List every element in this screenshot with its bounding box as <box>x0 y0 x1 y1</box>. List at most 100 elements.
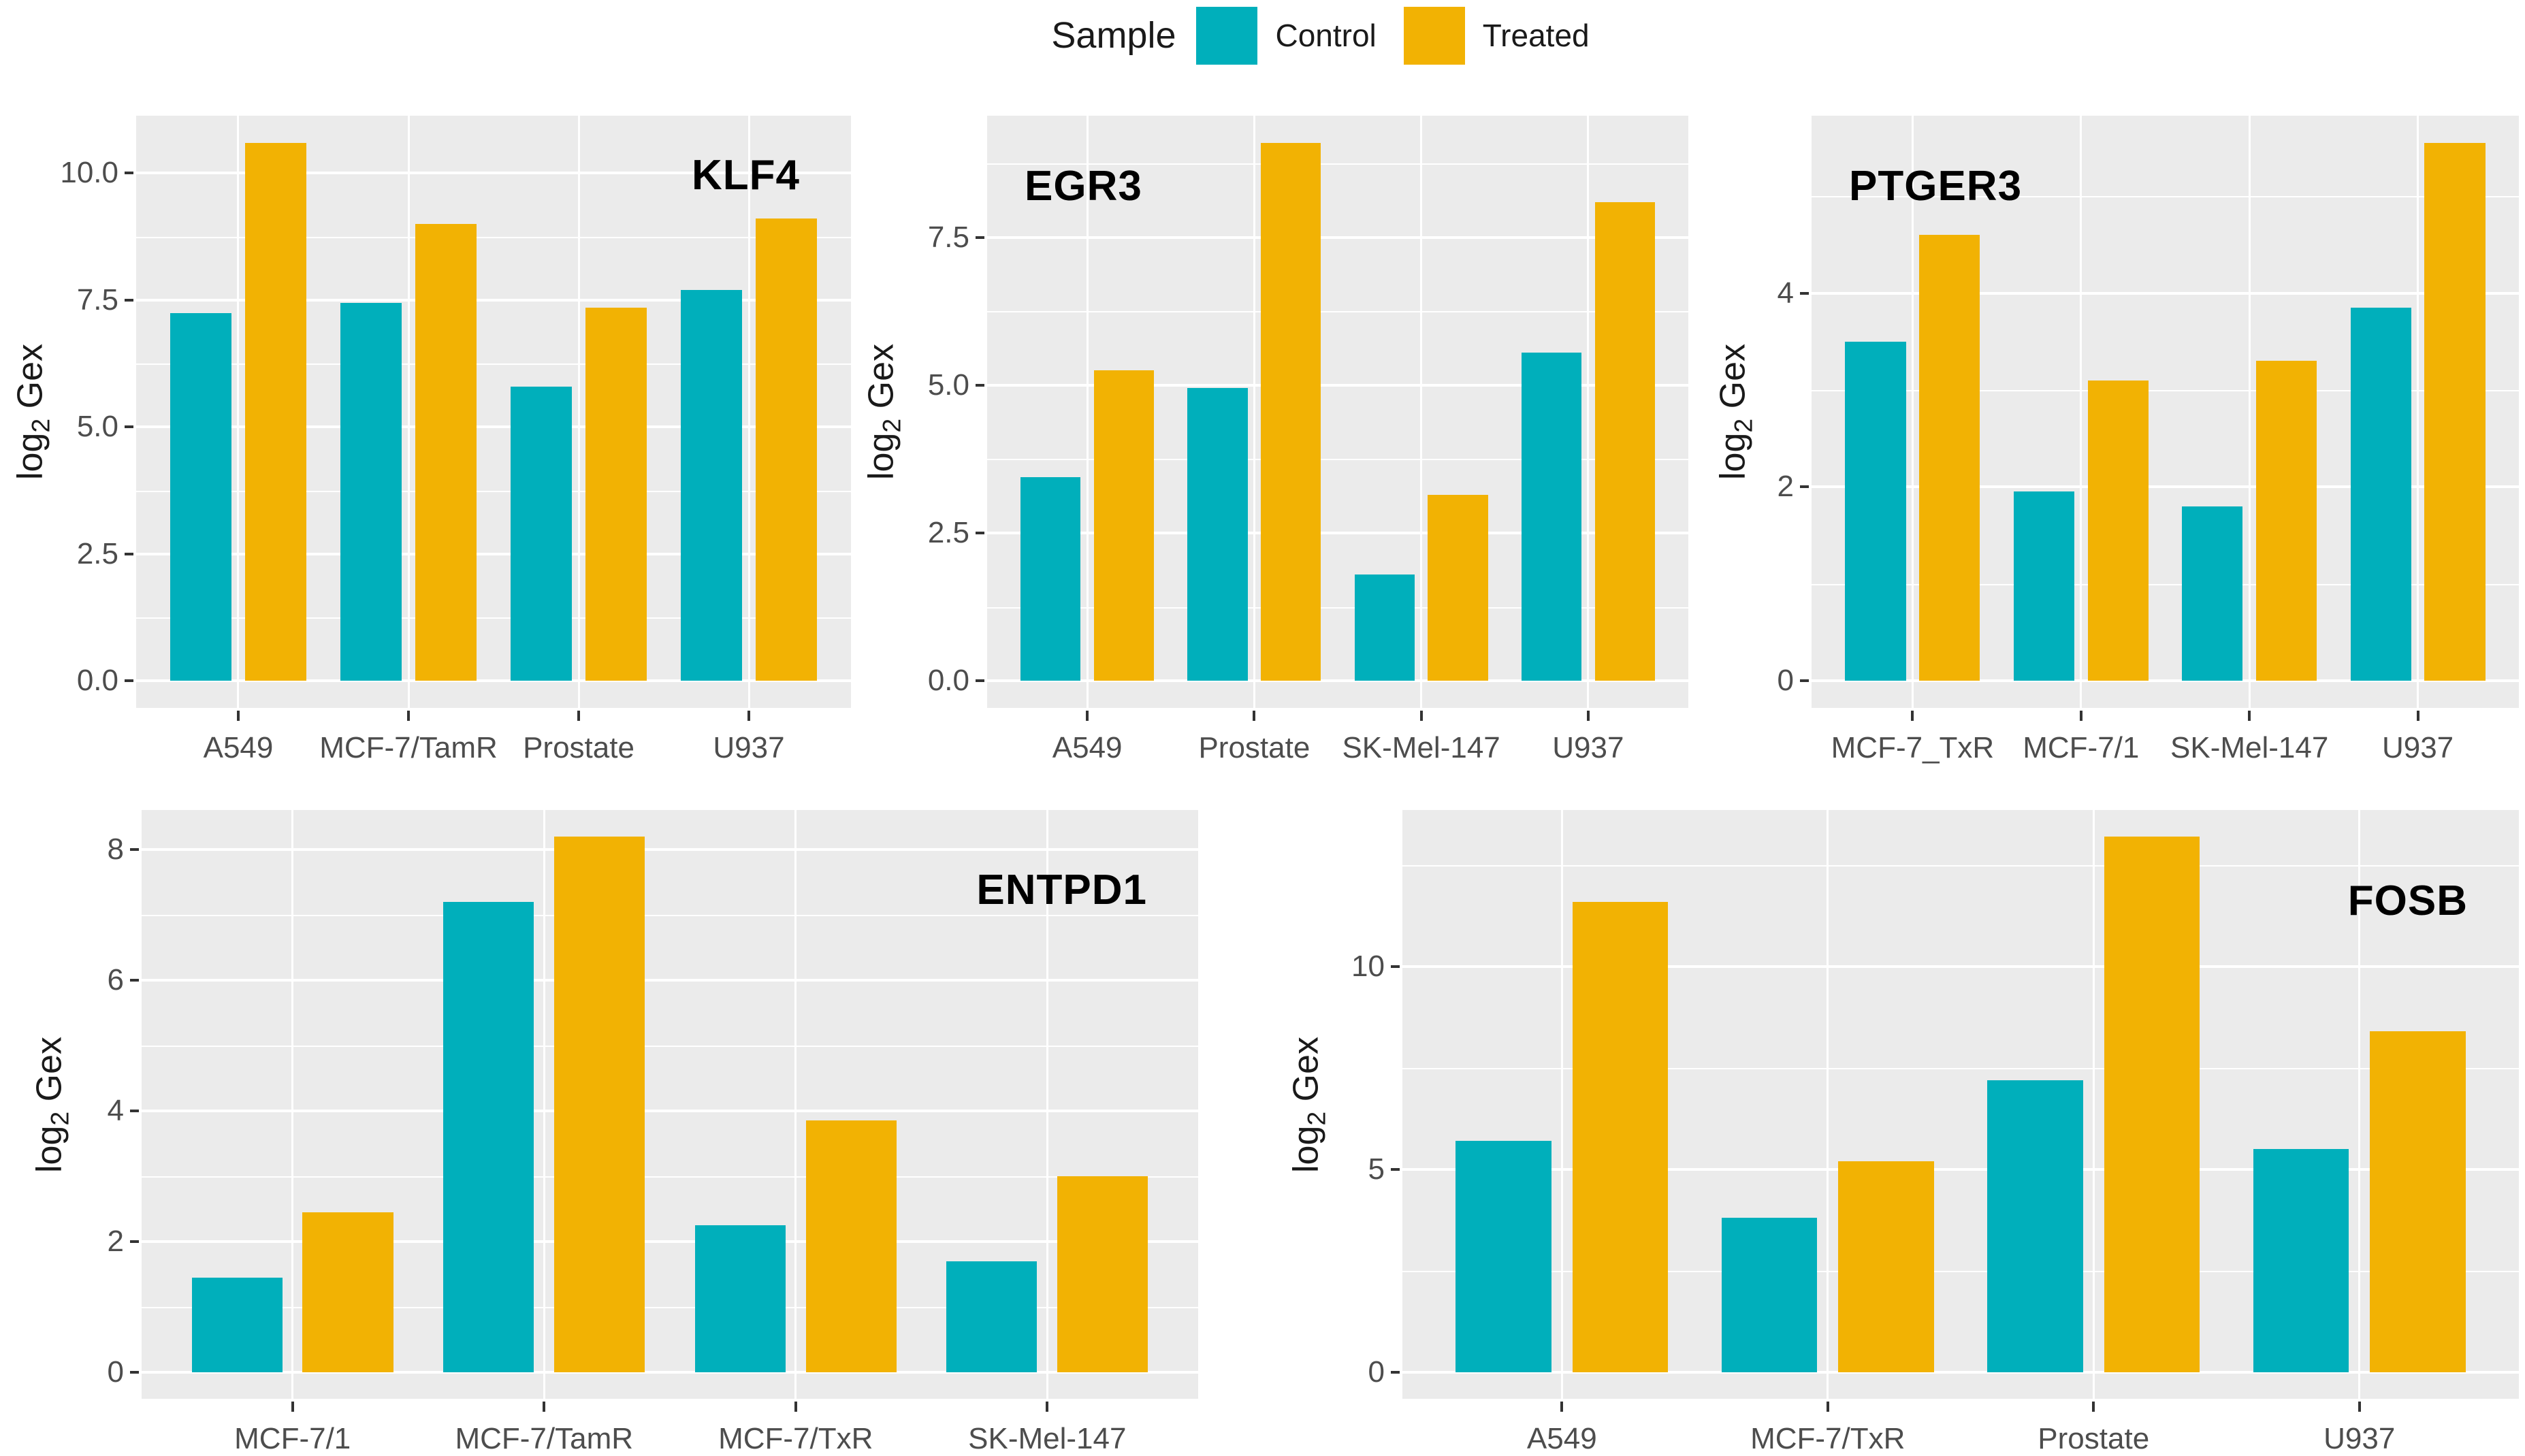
gridline-major <box>136 425 851 429</box>
y-tick-label: 5.0 <box>927 368 969 402</box>
gridline-minor <box>1402 865 2519 867</box>
bar-treated-mcf-7_txr <box>1919 235 1980 681</box>
y-tick-mark <box>125 172 133 175</box>
y-tick-label: 7.5 <box>927 220 969 254</box>
x-tick-label: MCF-7/1 <box>234 1422 351 1455</box>
y-tick-mark <box>1800 679 1809 683</box>
bar-control-mcf-7/txr <box>694 1225 786 1372</box>
gridline-major <box>142 1370 1198 1374</box>
gridline-major <box>142 848 1198 852</box>
y-tick-label: 8 <box>107 832 124 867</box>
gridline-minor <box>142 1046 1198 1048</box>
y-tick-mark <box>130 1370 139 1374</box>
y-tick-label: 2.5 <box>927 515 969 549</box>
x-tick-label: MCF-7/TamR <box>455 1422 634 1455</box>
y-axis-title: log2 Gex <box>1713 343 1758 481</box>
gridline-vertical <box>1560 810 1563 1399</box>
x-tick-mark <box>1086 711 1089 721</box>
gridline-vertical <box>1086 116 1089 708</box>
gridline-minor <box>987 459 1688 461</box>
bar-control-prostate <box>1187 388 1248 681</box>
gridline-vertical <box>794 810 797 1399</box>
y-tick-mark <box>976 236 984 239</box>
bar-treated-mcf-7/txr <box>1838 1161 1934 1372</box>
bar-control-sk-mel-147 <box>2182 506 2243 681</box>
bar-treated-u937 <box>756 219 817 681</box>
y-tick-label: 5.0 <box>76 410 118 444</box>
y-tick-label: 0.0 <box>76 664 118 698</box>
y-tick-mark <box>976 531 984 534</box>
bar-treated-a549 <box>1093 370 1155 681</box>
bar-treated-mcf-7/1 <box>302 1212 393 1372</box>
y-axis-title: log2 Gex <box>1286 1036 1331 1173</box>
x-tick-mark <box>1253 711 1256 721</box>
y-tick-mark <box>130 848 139 852</box>
y-tick-label: 2.5 <box>76 536 118 570</box>
x-tick-mark <box>291 1402 294 1412</box>
bar-treated-prostate <box>2104 837 2200 1372</box>
y-tick-label: 7.5 <box>76 282 118 317</box>
gridline-minor <box>136 490 851 492</box>
y-tick-label: 0 <box>1777 664 1794 698</box>
x-tick-label: MCF-7/1 <box>2023 731 2140 764</box>
x-tick-mark <box>236 711 240 721</box>
gridline-vertical <box>2248 116 2251 708</box>
y-tick-mark <box>125 298 133 302</box>
gridline-vertical <box>577 116 580 708</box>
bar-control-u937 <box>2350 307 2411 681</box>
y-tick-label: 10.0 <box>60 156 118 190</box>
x-tick-label: MCF-7/TxR <box>1750 1422 1905 1455</box>
gridline-major <box>142 1240 1198 1243</box>
bar-treated-mcf-7/1 <box>2087 380 2149 681</box>
bar-control-mcf-7/1 <box>2013 491 2074 681</box>
y-tick-label: 4 <box>107 1094 124 1128</box>
x-tick-label: SK-Mel-147 <box>1342 731 1500 764</box>
x-tick-label: MCF-7/TamR <box>319 731 498 764</box>
bar-treated-sk-mel-147 <box>1428 494 1488 681</box>
bar-treated-mcf-7/tamr <box>554 837 645 1372</box>
x-tick-mark <box>577 711 580 721</box>
gridline-vertical <box>1253 116 1255 708</box>
gridline-vertical <box>1420 116 1423 708</box>
gridline-minor <box>136 363 851 366</box>
gridline-minor <box>142 915 1198 917</box>
y-tick-mark <box>130 1240 139 1243</box>
gridline-minor <box>987 163 1688 165</box>
bar-treated-sk-mel-147 <box>2256 361 2317 681</box>
panel-fosb: 0 5 10 A549 MCF-7/TxR Prostate U937 FOSB log2 Ge… <box>1286 810 2519 1455</box>
x-tick-mark <box>1419 711 1423 721</box>
bar-control-sk-mel-147 <box>1354 574 1415 681</box>
x-tick-mark <box>1826 1402 1829 1412</box>
x-tick-label: U937 <box>713 731 785 764</box>
y-tick-label: 6 <box>107 963 124 997</box>
x-tick-label: A549 <box>203 731 274 764</box>
y-tick-mark <box>1391 1370 1400 1374</box>
bar-treated-mcf-7/tamr <box>415 223 477 681</box>
panel-title: KLF4 <box>692 152 800 199</box>
y-tick-label: 10 <box>1351 949 1385 983</box>
y-tick-label: 2 <box>107 1224 124 1258</box>
y-tick-label: 2 <box>1777 470 1794 504</box>
gridline-major <box>1402 1167 2519 1171</box>
panel-title: PTGER3 <box>1849 163 2023 210</box>
panel-title: ENTPD1 <box>976 867 1147 913</box>
legend-swatch-control <box>1196 6 1258 65</box>
gridline-minor <box>1402 1270 2519 1272</box>
x-tick-label: Prostate <box>1198 731 1310 764</box>
y-tick-mark <box>130 1110 139 1113</box>
y-tick-mark <box>976 383 984 387</box>
bar-control-mcf-7/tamr <box>340 302 402 681</box>
y-axis-title: log2 Gex <box>861 343 906 481</box>
x-tick-label: U937 <box>2323 1422 2396 1455</box>
bar-control-sk-mel-147 <box>946 1261 1038 1372</box>
bar-control-u937 <box>681 289 742 681</box>
panel-klf4: 0.0 2.5 5.0 7.5 10.0 A549 MCF-7/TamR Prostate U9… <box>10 116 851 764</box>
gridline-major <box>1402 1370 2519 1374</box>
gridline-vertical <box>291 810 294 1399</box>
gridline-major <box>987 531 1688 534</box>
gridline-major <box>987 679 1688 683</box>
legend-swatch-treated <box>1403 6 1465 65</box>
legend-title: Sample <box>1051 15 1176 56</box>
bar-treated-a549 <box>245 142 306 681</box>
x-tick-label: SK-Mel-147 <box>968 1422 1127 1455</box>
